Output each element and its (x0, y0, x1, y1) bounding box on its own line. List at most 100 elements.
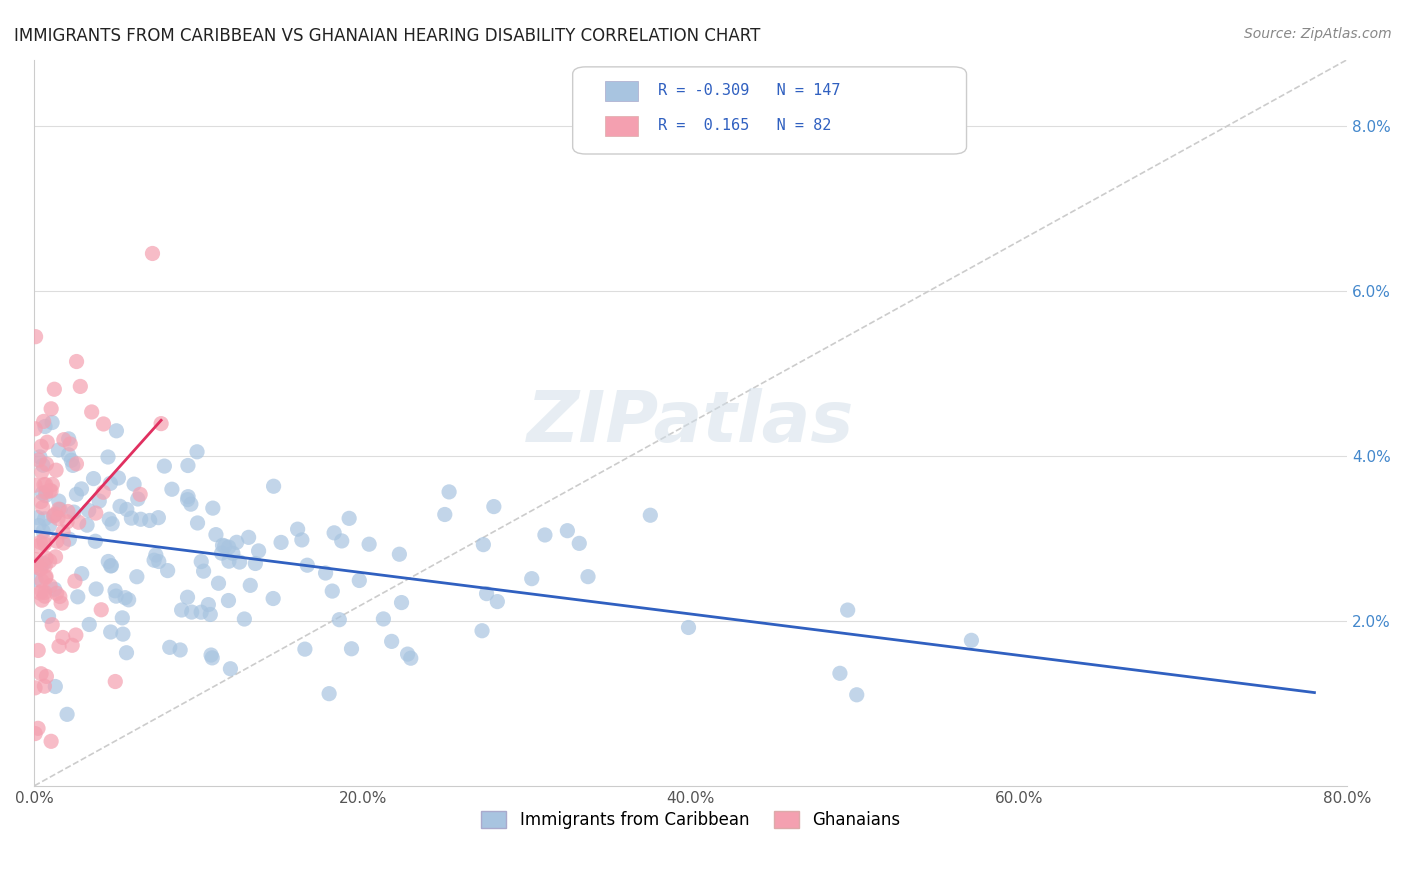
Immigrants from Caribbean (56, 707, 79, 722)
Ghanaians (32, 414, 55, 428)
Immigrants from Caribbean (576, 569, 599, 583)
Immigrants from Caribbean (180, 497, 202, 511)
Text: R =  0.165   N = 82: R = 0.165 N = 82 (658, 118, 831, 133)
Ghanaians (48, 502, 70, 516)
Immigrants from Caribbean (262, 591, 284, 606)
Ghanaians (28, 586, 51, 600)
Ghanaians (45, 463, 67, 477)
Immigrants from Caribbean (557, 524, 579, 538)
Immigrants from Caribbean (34, 489, 56, 503)
Immigrants from Caribbean (233, 612, 256, 626)
Immigrants from Caribbean (238, 530, 260, 544)
Immigrants from Caribbean (77, 617, 100, 632)
Ghanaians (104, 674, 127, 689)
Immigrants from Caribbean (145, 548, 167, 562)
Immigrants from Caribbean (201, 501, 224, 516)
Immigrants from Caribbean (107, 471, 129, 485)
Immigrants from Caribbean (471, 624, 494, 638)
Ghanaians (27, 722, 49, 736)
Ghanaians (30, 494, 52, 508)
Immigrants from Caribbean (315, 566, 337, 580)
Immigrants from Caribbean (153, 459, 176, 474)
Immigrants from Caribbean (197, 598, 219, 612)
Ghanaians (150, 417, 173, 431)
Immigrants from Caribbean (330, 533, 353, 548)
Immigrants from Caribbean (837, 603, 859, 617)
Ghanaians (39, 734, 62, 748)
Immigrants from Caribbean (127, 491, 149, 506)
Immigrants from Caribbean (340, 641, 363, 656)
Immigrants from Caribbean (76, 518, 98, 533)
Ghanaians (24, 552, 46, 566)
Immigrants from Caribbean (25, 573, 48, 587)
Ghanaians (46, 511, 69, 525)
Immigrants from Caribbean (318, 687, 340, 701)
Immigrants from Caribbean (100, 625, 122, 640)
Immigrants from Caribbean (100, 558, 122, 573)
Ghanaians (41, 477, 63, 491)
Immigrants from Caribbean (359, 537, 381, 551)
Ghanaians (30, 439, 52, 453)
Immigrants from Caribbean (321, 584, 343, 599)
Immigrants from Caribbean (160, 482, 183, 496)
Ghanaians (90, 603, 112, 617)
Ghanaians (35, 669, 58, 683)
Immigrants from Caribbean (138, 513, 160, 527)
Ghanaians (32, 477, 55, 491)
Ghanaians (27, 643, 49, 657)
Immigrants from Caribbean (482, 500, 505, 514)
Immigrants from Caribbean (190, 605, 212, 619)
Immigrants from Caribbean (207, 576, 229, 591)
Ghanaians (41, 617, 63, 632)
Immigrants from Caribbean (42, 508, 65, 523)
Ghanaians (24, 422, 46, 436)
Immigrants from Caribbean (239, 578, 262, 592)
Immigrants from Caribbean (472, 538, 495, 552)
Immigrants from Caribbean (104, 583, 127, 598)
Immigrants from Caribbean (291, 533, 314, 547)
Ghanaians (93, 417, 115, 431)
Ghanaians (45, 534, 67, 549)
Immigrants from Caribbean (396, 647, 419, 661)
Immigrants from Caribbean (287, 522, 309, 536)
Ghanaians (35, 457, 58, 471)
Immigrants from Caribbean (44, 582, 66, 597)
Immigrants from Caribbean (433, 508, 456, 522)
Ghanaians (28, 453, 51, 467)
Immigrants from Caribbean (170, 603, 193, 617)
Ghanaians (52, 524, 75, 539)
Ghanaians (69, 379, 91, 393)
Immigrants from Caribbean (186, 516, 208, 530)
Ghanaians (59, 437, 82, 451)
Ghanaians (24, 681, 46, 695)
Ghanaians (49, 596, 72, 610)
Ghanaians (35, 551, 58, 566)
Immigrants from Caribbean (475, 586, 498, 600)
Ghanaians (30, 666, 52, 681)
Immigrants from Caribbean (297, 558, 319, 573)
Immigrants from Caribbean (100, 476, 122, 491)
Immigrants from Caribbean (63, 505, 86, 519)
Immigrants from Caribbean (34, 419, 56, 434)
Ghanaians (91, 485, 114, 500)
Immigrants from Caribbean (245, 557, 267, 571)
Immigrants from Caribbean (27, 510, 49, 524)
Ghanaians (65, 354, 87, 368)
Immigrants from Caribbean (222, 546, 245, 560)
Immigrants from Caribbean (349, 574, 371, 588)
Immigrants from Caribbean (270, 535, 292, 549)
Ghanaians (34, 477, 56, 491)
Immigrants from Caribbean (219, 662, 242, 676)
Immigrants from Caribbean (214, 539, 236, 553)
Immigrants from Caribbean (115, 502, 138, 516)
Ghanaians (52, 433, 75, 447)
Ghanaians (80, 405, 103, 419)
Immigrants from Caribbean (845, 688, 868, 702)
Immigrants from Caribbean (437, 484, 460, 499)
Ghanaians (65, 628, 87, 642)
Immigrants from Caribbean (60, 453, 83, 467)
Immigrants from Caribbean (32, 524, 55, 539)
Immigrants from Caribbean (323, 525, 346, 540)
Immigrants from Caribbean (98, 512, 121, 526)
Immigrants from Caribbean (44, 680, 66, 694)
